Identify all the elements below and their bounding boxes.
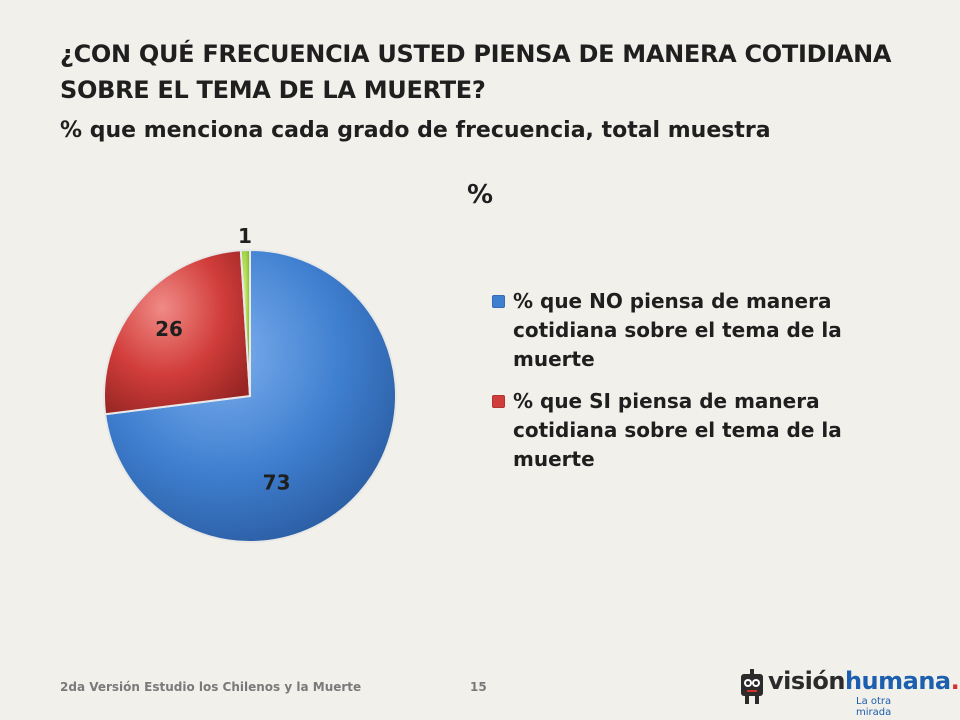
legend-label-si: % que SI piensa de manera cotidiana sobr… <box>513 389 842 471</box>
data-label-other: 1 <box>238 224 252 248</box>
logo-text-humana: humana <box>844 667 951 695</box>
footer-source: 2da Versión Estudio los Chilenos y la Mu… <box>60 680 362 694</box>
chart-subtitle: % que menciona cada grado de frecuencia,… <box>60 118 771 143</box>
vision-humana-logo: visiónhumana. La otra mirada <box>738 664 960 718</box>
pie-slice-si <box>103 249 252 416</box>
unit-label: % <box>467 180 494 210</box>
data-label-si: 26 <box>155 317 183 341</box>
legend-item-si: % que SI piensa de manera cotidiana sobr… <box>492 387 852 474</box>
logo-mascot-icon <box>741 669 763 704</box>
legend-swatch-blue <box>492 295 505 308</box>
logo-dot: . <box>950 667 960 695</box>
chart-legend: % que NO piensa de manera cotidiana sobr… <box>492 287 852 487</box>
chart-title: ¿CON QUÉ FRECUENCIA USTED PIENSA DE MANE… <box>60 40 892 104</box>
logo-tagline: La otra mirada <box>856 696 892 718</box>
logo-text-vision: visión <box>768 667 845 695</box>
pie-slice-other <box>239 248 251 397</box>
legend-label-no: % que NO piensa de manera cotidiana sobr… <box>513 289 842 371</box>
legend-item-no: % que NO piensa de manera cotidiana sobr… <box>492 287 852 374</box>
data-label-no: 73 <box>263 471 291 495</box>
page-number: 15 <box>470 680 487 694</box>
legend-swatch-red <box>492 395 505 408</box>
